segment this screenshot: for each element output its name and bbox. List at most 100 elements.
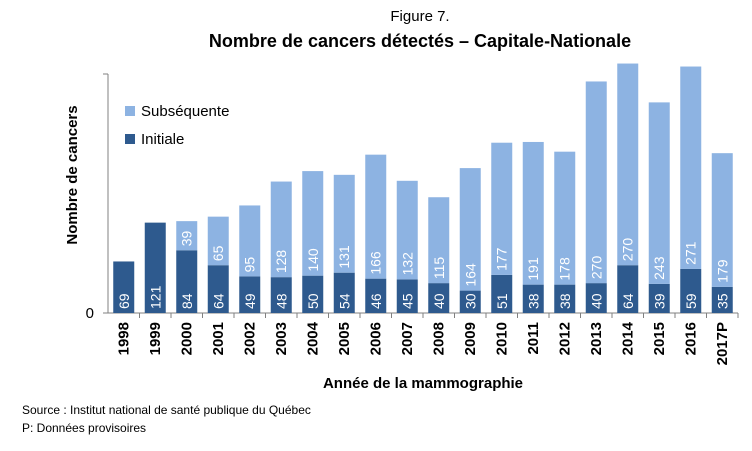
legend-label-subsequente: Subséquente (141, 103, 229, 120)
x-axis-title: Année de la mammographie (323, 375, 523, 392)
x-tick-label: 2002 (241, 322, 258, 355)
bar-subsequente (680, 66, 702, 269)
bar-subsequente (617, 63, 639, 266)
source-note: Source : Institut national de santé publ… (22, 403, 311, 417)
data-label-initiale: 59 (683, 293, 699, 309)
data-label-initiale: 48 (273, 293, 289, 309)
data-label-subsequente: 39 (179, 230, 195, 246)
axis-labels: Année de la mammographie Nombre de cancer… (64, 105, 523, 392)
x-tick-label: 2015 (651, 322, 668, 355)
bar-subsequente (302, 171, 324, 276)
bar-subsequente (396, 180, 418, 280)
bar-initiale (648, 283, 670, 313)
data-label-initiale: 39 (651, 293, 667, 309)
data-label-initiale: 121 (147, 285, 163, 309)
bar-initiale (207, 265, 229, 313)
x-tick-label: 2009 (462, 322, 479, 355)
data-label-initiale: 46 (368, 293, 384, 309)
data-label-subsequente: 128 (273, 250, 289, 274)
data-label-subsequente: 271 (683, 241, 699, 265)
x-tick-label: 2014 (619, 321, 636, 355)
data-label-subsequente: 65 (210, 245, 226, 261)
bar-initiale (270, 277, 292, 313)
data-label-initiale: 38 (557, 293, 573, 309)
notes: Source : Institut national de santé publ… (22, 401, 311, 437)
bar-subsequente (459, 168, 481, 291)
x-tick-label: 2005 (336, 322, 353, 355)
data-label-initiale: 84 (179, 293, 195, 309)
x-tick-label: 2004 (304, 321, 321, 355)
data-label-initiale: 45 (399, 293, 415, 309)
bar-initiale (396, 279, 418, 313)
data-label-subsequente: 166 (368, 251, 384, 275)
data-label-initiale: 35 (714, 293, 730, 309)
bar-initiale (711, 286, 733, 313)
x-tick-label: 2012 (556, 322, 573, 355)
data-label-subsequente: 191 (525, 257, 541, 281)
data-label-initiale: 64 (620, 293, 636, 309)
x-tick-label: 2007 (399, 322, 416, 355)
bar-subsequente (491, 142, 513, 275)
plot-axes: 0 1998 1999 2000 2001 2002 2003 2004 2005 2006 200… (86, 73, 739, 365)
data-label-initiale: 30 (462, 293, 478, 309)
data-label-subsequente: 177 (494, 247, 510, 271)
bar-initiale (302, 275, 324, 313)
legend: Subséquente Initiale (125, 103, 229, 148)
x-tick-label: 2013 (588, 322, 605, 355)
x-tick-label: 1998 (115, 322, 132, 355)
x-tick-label: 2008 (430, 322, 447, 355)
bar-initiale (144, 222, 166, 313)
bar-subsequente (239, 205, 261, 277)
x-tick-label: 2006 (367, 322, 384, 355)
bar-subsequente (176, 221, 198, 251)
data-label-initiale: 49 (242, 293, 258, 309)
data-label-subsequente: 270 (588, 256, 604, 280)
legend-swatch-subsequente (125, 106, 135, 116)
x-tick-label: 2017P (714, 322, 731, 365)
bar-subsequente (365, 154, 387, 279)
bar-subsequente (648, 102, 670, 284)
bar-subsequente (333, 174, 355, 273)
data-label-subsequente: 131 (336, 245, 352, 269)
bar-initiale (239, 276, 261, 313)
data-label-initiale: 38 (525, 293, 541, 309)
y-tick-label: 0 (86, 305, 94, 322)
bar-initiale (333, 272, 355, 313)
data-label-subsequente: 178 (557, 257, 573, 281)
data-label-initiale: 64 (210, 293, 226, 309)
data-label-subsequente: 243 (651, 256, 667, 280)
data-label-subsequente: 164 (462, 263, 478, 287)
bar-subsequente (428, 197, 450, 284)
bar-initiale (680, 268, 702, 313)
legend-swatch-initiale (125, 134, 135, 144)
bar-subsequente (270, 181, 292, 278)
bar-initiale (585, 283, 607, 313)
bars-group: 69 121 84 39 64 65 49 95 48 128 50 140 54 131 46 166 45 1… (113, 63, 733, 313)
x-tick-label: 2011 (525, 322, 542, 355)
bar-subsequente (711, 153, 733, 287)
bar-initiale (113, 261, 135, 313)
legend-label-initiale: Initiale (141, 131, 184, 148)
provisional-note: P: Données provisoires (22, 421, 147, 435)
figure-label: Figure 7. (390, 8, 450, 25)
data-label-initiale: 50 (305, 293, 321, 309)
data-label-initiale: 40 (431, 293, 447, 309)
x-tick-label: 2003 (273, 322, 290, 355)
bar-subsequente (207, 216, 229, 266)
data-label-initiale: 69 (116, 293, 132, 309)
bar-initiale (176, 250, 198, 313)
data-label-initiale: 40 (588, 293, 604, 309)
bar-initiale (554, 284, 576, 313)
x-tick-label: 2010 (493, 322, 510, 355)
bar-initiale (428, 283, 450, 313)
bar-subsequente (522, 141, 544, 285)
data-label-subsequente: 95 (242, 257, 258, 273)
bar-initiale (365, 278, 387, 313)
data-label-initiale: 51 (494, 293, 510, 309)
bar-initiale (459, 290, 481, 313)
bar-initiale (522, 284, 544, 313)
data-label-subsequente: 179 (714, 259, 730, 283)
x-tick-label: 1999 (147, 322, 164, 355)
x-tick-label: 2016 (682, 322, 699, 355)
